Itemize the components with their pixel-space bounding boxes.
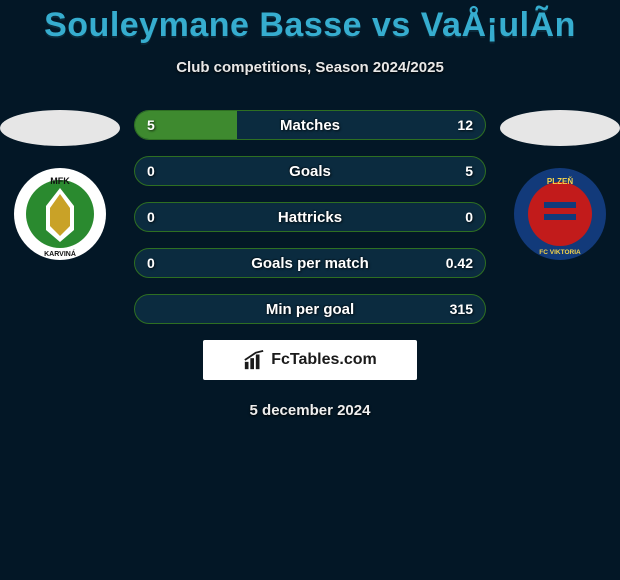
stat-right-value: 0.42 <box>446 249 473 277</box>
svg-text:FC VIKTORIA: FC VIKTORIA <box>539 249 581 256</box>
right-team-logo: PLZEŇ FC VIKTORIA <box>514 168 606 260</box>
svg-text:KARVINÁ: KARVINÁ <box>44 249 76 258</box>
branding-badge[interactable]: FcTables.com <box>203 340 417 380</box>
stat-left-value: 5 <box>147 111 155 139</box>
stat-left-value: 0 <box>147 249 155 277</box>
stat-right-value: 12 <box>457 111 473 139</box>
subtitle: Club competitions, Season 2024/2025 <box>0 59 620 76</box>
date-label: 5 december 2024 <box>134 402 486 419</box>
left-player-avatar <box>0 110 120 146</box>
stat-left-value: 0 <box>147 157 155 185</box>
stat-row: 315Min per goal <box>134 294 486 324</box>
stat-right-value: 5 <box>465 157 473 185</box>
stat-left-value: 0 <box>147 203 155 231</box>
page-title: Souleymane Basse vs VaÅ¡ulÃ­n <box>0 6 620 45</box>
stat-right-value: 315 <box>450 295 473 323</box>
svg-text:MFK: MFK <box>50 176 70 186</box>
body-row: MFK KARVINÁ 512Matches05Goals00Hattricks… <box>0 110 620 419</box>
branding-text: FcTables.com <box>271 351 377 369</box>
stat-label: Hattricks <box>135 203 485 231</box>
comparison-card: Souleymane Basse vs VaÅ¡ulÃ­n Club compe… <box>0 0 620 419</box>
stat-label: Goals <box>135 157 485 185</box>
right-player-avatar <box>500 110 620 146</box>
right-side: PLZEŇ FC VIKTORIA <box>500 110 620 260</box>
stat-row: 0 5Goals <box>134 156 486 186</box>
stat-row: 0 0Hattricks <box>134 202 486 232</box>
stat-row: 512Matches <box>134 110 486 140</box>
svg-text:PLZEŇ: PLZEŇ <box>547 177 573 186</box>
stat-label: Goals per match <box>135 249 485 277</box>
stat-right-value: 0 <box>465 203 473 231</box>
left-side: MFK KARVINÁ <box>0 110 120 260</box>
stat-label: Min per goal <box>135 295 485 323</box>
stat-row: 0 0.42Goals per match <box>134 248 486 278</box>
left-team-logo: MFK KARVINÁ <box>14 168 106 260</box>
stats-column: 512Matches05Goals00Hattricks00.42Goals p… <box>120 110 500 419</box>
bar-chart-icon <box>243 349 265 371</box>
mfk-karvina-logo-icon: MFK KARVINÁ <box>14 168 106 260</box>
viktoria-plzen-logo-icon: PLZEŇ FC VIKTORIA <box>514 168 606 260</box>
